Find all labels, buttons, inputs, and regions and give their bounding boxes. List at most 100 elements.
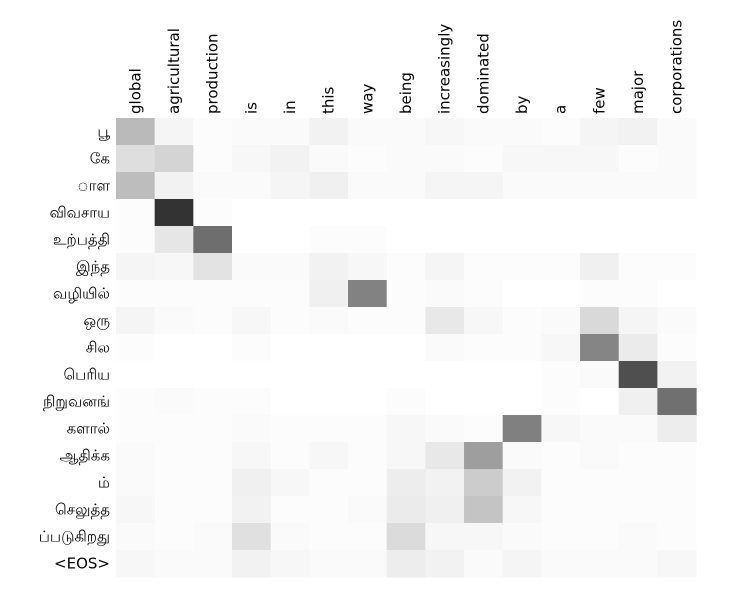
- x-tick-label: in: [281, 100, 299, 114]
- heatmap-cell-r5-c10: [502, 253, 542, 281]
- heatmap-cell-r13-c10: [502, 469, 542, 497]
- heatmap-cell-r1-c0: [116, 145, 156, 173]
- heatmap-cell-r11-c6: [348, 415, 388, 443]
- heatmap-cell-r10-c13: [618, 388, 658, 416]
- heatmap-cell-r12-c6: [348, 442, 388, 470]
- heatmap-cell-r15-c8: [425, 523, 465, 551]
- heatmap-cell-r5-c8: [425, 253, 465, 281]
- heatmap-cell-r15-c14: [657, 523, 697, 551]
- heatmap-cell-r6-c4: [270, 280, 310, 308]
- heatmap-cell-r13-c6: [348, 469, 388, 497]
- heatmap-cell-r8-c2: [193, 334, 233, 362]
- heatmap-cell-r14-c2: [193, 496, 233, 524]
- heatmap-cell-r11-c7: [386, 415, 426, 443]
- heatmap-cell-r6-c14: [657, 280, 697, 308]
- heatmap-cell-r6-c6: [348, 280, 388, 308]
- heatmap-cell-r2-c7: [386, 172, 426, 200]
- heatmap-cell-r2-c12: [580, 172, 620, 200]
- heatmap-cell-r10-c11: [541, 388, 581, 416]
- heatmap-cell-r6-c11: [541, 280, 581, 308]
- heatmap-cell-r13-c14: [657, 469, 697, 497]
- heatmap-cell-r6-c10: [502, 280, 542, 308]
- heatmap-cell-r3-c0: [116, 199, 156, 227]
- heatmap-cell-r3-c6: [348, 199, 388, 227]
- heatmap-cell-r8-c9: [464, 334, 504, 362]
- heatmap-cells: [116, 118, 697, 578]
- heatmap-cell-r5-c2: [193, 253, 233, 281]
- heatmap-cell-r1-c3: [232, 145, 272, 173]
- heatmap-cell-r15-c4: [270, 523, 310, 551]
- heatmap-cell-r11-c13: [618, 415, 658, 443]
- heatmap-cell-r2-c3: [232, 172, 272, 200]
- heatmap-cell-r12-c14: [657, 442, 697, 470]
- heatmap-cell-r4-c6: [348, 226, 388, 254]
- heatmap-cell-r13-c12: [580, 469, 620, 497]
- heatmap-cell-r13-c1: [154, 469, 194, 497]
- heatmap-cell-r16-c14: [657, 550, 697, 578]
- heatmap-cell-r10-c5: [309, 388, 349, 416]
- heatmap-cell-r12-c12: [580, 442, 620, 470]
- heatmap-cell-r3-c8: [425, 199, 465, 227]
- y-tick-label: <EOS>: [54, 555, 110, 573]
- heatmap-cell-r3-c5: [309, 199, 349, 227]
- y-tick-label: சில: [86, 339, 110, 357]
- heatmap-cell-r2-c6: [348, 172, 388, 200]
- heatmap-cell-r12-c7: [386, 442, 426, 470]
- heatmap-cell-r15-c9: [464, 523, 504, 551]
- heatmap-cell-r8-c7: [386, 334, 426, 362]
- heatmap-cell-r11-c5: [309, 415, 349, 443]
- heatmap-cell-r16-c8: [425, 550, 465, 578]
- x-tick-label: global: [126, 68, 144, 114]
- heatmap-cell-r12-c0: [116, 442, 156, 470]
- x-tick-label: few: [590, 87, 608, 114]
- x-tick-label: is: [242, 102, 260, 114]
- heatmap-cell-r0-c4: [270, 118, 310, 146]
- heatmap-cell-r10-c4: [270, 388, 310, 416]
- heatmap-cell-r7-c11: [541, 307, 581, 335]
- heatmap-cell-r3-c3: [232, 199, 272, 227]
- y-tick-label: ப்படுகிறது: [39, 528, 110, 546]
- heatmap-cell-r1-c11: [541, 145, 581, 173]
- heatmap-cell-r7-c13: [618, 307, 658, 335]
- heatmap-cell-r8-c0: [116, 334, 156, 362]
- heatmap-cell-r13-c5: [309, 469, 349, 497]
- y-tick-label: செலுத்த: [55, 501, 110, 520]
- heatmap-cell-r0-c5: [309, 118, 349, 146]
- x-tick-label: production: [204, 33, 222, 114]
- y-tick-label: ◌ாள: [77, 177, 110, 195]
- heatmap-cell-r10-c1: [154, 388, 194, 416]
- heatmap-cell-r0-c8: [425, 118, 465, 146]
- heatmap-cell-r14-c13: [618, 496, 658, 524]
- heatmap-cell-r14-c1: [154, 496, 194, 524]
- heatmap-cell-r5-c6: [348, 253, 388, 281]
- heatmap-cell-r5-c14: [657, 253, 697, 281]
- heatmap-cell-r5-c13: [618, 253, 658, 281]
- heatmap-cell-r3-c2: [193, 199, 233, 227]
- x-tick-label: this: [320, 86, 338, 114]
- heatmap-cell-r1-c9: [464, 145, 504, 173]
- heatmap-cell-r8-c12: [580, 334, 620, 362]
- heatmap-cell-r11-c3: [232, 415, 272, 443]
- heatmap-cell-r0-c7: [386, 118, 426, 146]
- heatmap-cell-r1-c7: [386, 145, 426, 173]
- heatmap-cell-r7-c9: [464, 307, 504, 335]
- heatmap-cell-r13-c0: [116, 469, 156, 497]
- heatmap-cell-r15-c11: [541, 523, 581, 551]
- y-tick-label: ஆதிக்க: [60, 447, 110, 465]
- heatmap-cell-r11-c1: [154, 415, 194, 443]
- heatmap-cell-r2-c13: [618, 172, 658, 200]
- heatmap-cell-r12-c5: [309, 442, 349, 470]
- heatmap-cell-r5-c0: [116, 253, 156, 281]
- heatmap-cell-r4-c12: [580, 226, 620, 254]
- heatmap-cell-r3-c12: [580, 199, 620, 227]
- heatmap-cell-r9-c7: [386, 361, 426, 389]
- heatmap-cell-r12-c2: [193, 442, 233, 470]
- heatmap-cell-r8-c3: [232, 334, 272, 362]
- heatmap-cell-r7-c8: [425, 307, 465, 335]
- heatmap-cell-r16-c4: [270, 550, 310, 578]
- heatmap-cell-r8-c6: [348, 334, 388, 362]
- heatmap-cell-r15-c3: [232, 523, 272, 551]
- heatmap-cell-r9-c13: [618, 361, 658, 389]
- heatmap-cell-r13-c3: [232, 469, 272, 497]
